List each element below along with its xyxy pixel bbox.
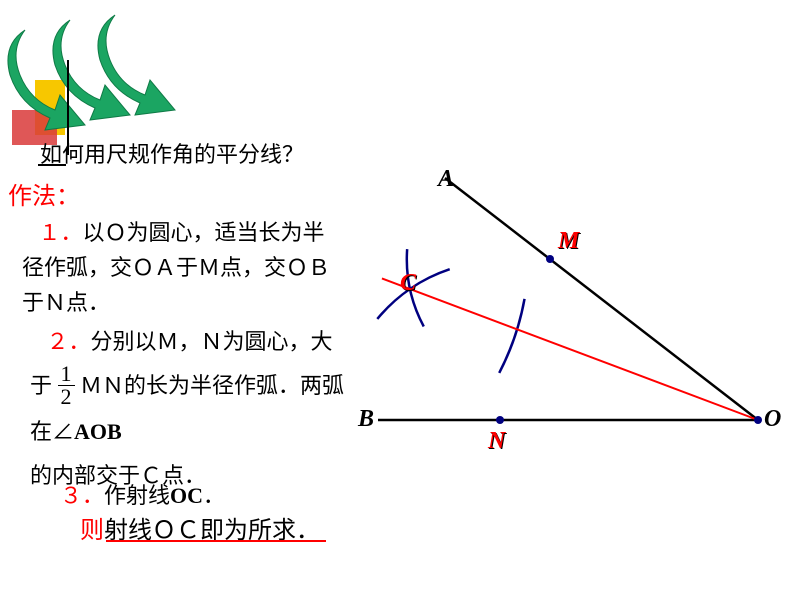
fraction-half: 12: [58, 363, 75, 408]
angle-bisector-diagram: [360, 170, 780, 450]
diagram-label-M: M: [558, 228, 579, 255]
diagram-label-O: O: [764, 406, 781, 433]
step-2: ２．分别以Ｍ，Ｎ为圆心，大于 12 ＭＮ的长为半径作弧．两弧在∠AOB 的内部交…: [30, 320, 350, 498]
step-1-number: １．: [39, 220, 83, 245]
step-1: １．以Ｏ为圆心，适当长为半径作弧，交ＯＡ于Ｍ点，交ＯＢ于Ｎ点．: [22, 215, 342, 321]
diagram-label-A: A: [438, 166, 454, 193]
diagram-label-B: B: [358, 406, 374, 433]
diagram-label-C: C: [400, 270, 416, 297]
step-3-number: ３．: [60, 483, 104, 508]
step-2-aob: AOB: [74, 419, 122, 444]
step-3-text: 作射线: [104, 483, 170, 508]
conclusion-underline: [106, 540, 326, 542]
step-3: ３．作射线OC．: [60, 478, 225, 510]
step-2-number: ２．: [47, 329, 91, 354]
step-3-end: ．: [203, 483, 225, 508]
diagram-label-N: N: [488, 428, 505, 455]
step-3-oc: OC: [170, 483, 203, 508]
page-title: 如何用尺规作角的平分线？: [40, 137, 304, 169]
conclusion-red: 则: [80, 518, 104, 544]
decoration-arrows: [0, 0, 200, 160]
method-label: 作法：: [8, 176, 80, 211]
